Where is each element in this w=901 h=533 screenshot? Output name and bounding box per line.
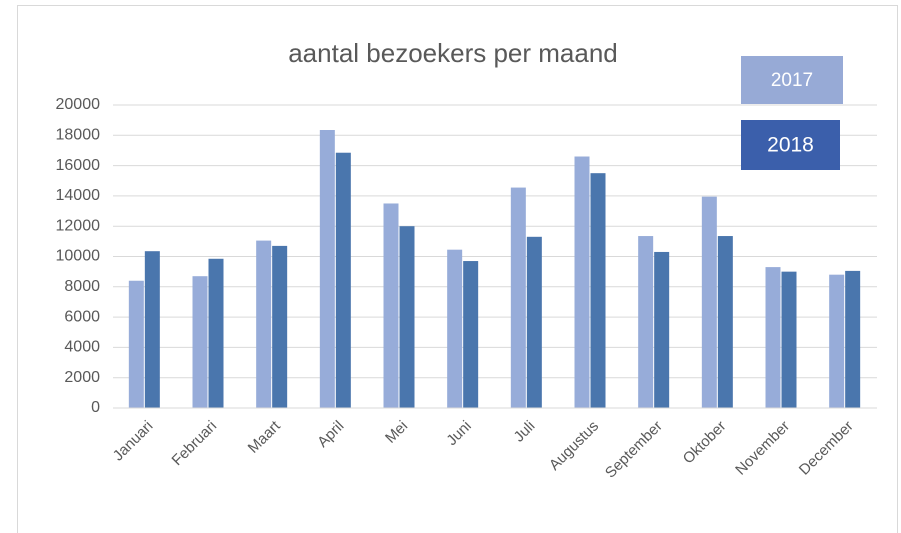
y-tick-label: 8000 — [64, 278, 100, 295]
bar — [319, 129, 335, 408]
bar — [717, 236, 733, 408]
legend-label: 2018 — [767, 134, 814, 157]
legend-box — [741, 120, 840, 170]
bar — [781, 271, 797, 408]
bar — [510, 187, 526, 408]
bar — [447, 249, 463, 408]
y-tick-label: 20000 — [56, 96, 101, 113]
y-tick-label: 18000 — [56, 127, 101, 144]
bar — [463, 261, 479, 408]
y-tick-label: 2000 — [64, 369, 100, 386]
legend-box — [741, 56, 843, 104]
bar — [701, 196, 717, 408]
y-tick-label: 10000 — [56, 248, 101, 265]
bar — [256, 240, 272, 408]
bar — [399, 226, 415, 408]
bar — [128, 280, 144, 408]
y-tick-label: 12000 — [56, 217, 101, 234]
bar — [144, 251, 160, 408]
y-tick-label: 16000 — [56, 157, 101, 174]
bar — [526, 236, 542, 408]
y-tick-label: 6000 — [64, 308, 100, 325]
bar — [765, 267, 781, 408]
bar — [208, 258, 224, 408]
legend-label: 2017 — [771, 70, 813, 91]
y-tick-label: 4000 — [64, 339, 100, 356]
bar — [335, 152, 351, 408]
bar — [590, 173, 606, 408]
bar — [654, 251, 670, 408]
bar — [272, 245, 288, 408]
y-tick-label: 0 — [91, 399, 100, 416]
chart-title: aantal bezoekers per maand — [288, 38, 618, 68]
bar — [383, 203, 399, 408]
y-tick-label: 14000 — [56, 187, 101, 204]
bar — [829, 274, 845, 408]
bar — [574, 156, 590, 408]
bar — [638, 236, 654, 408]
bar — [845, 270, 861, 408]
bar — [192, 276, 208, 408]
